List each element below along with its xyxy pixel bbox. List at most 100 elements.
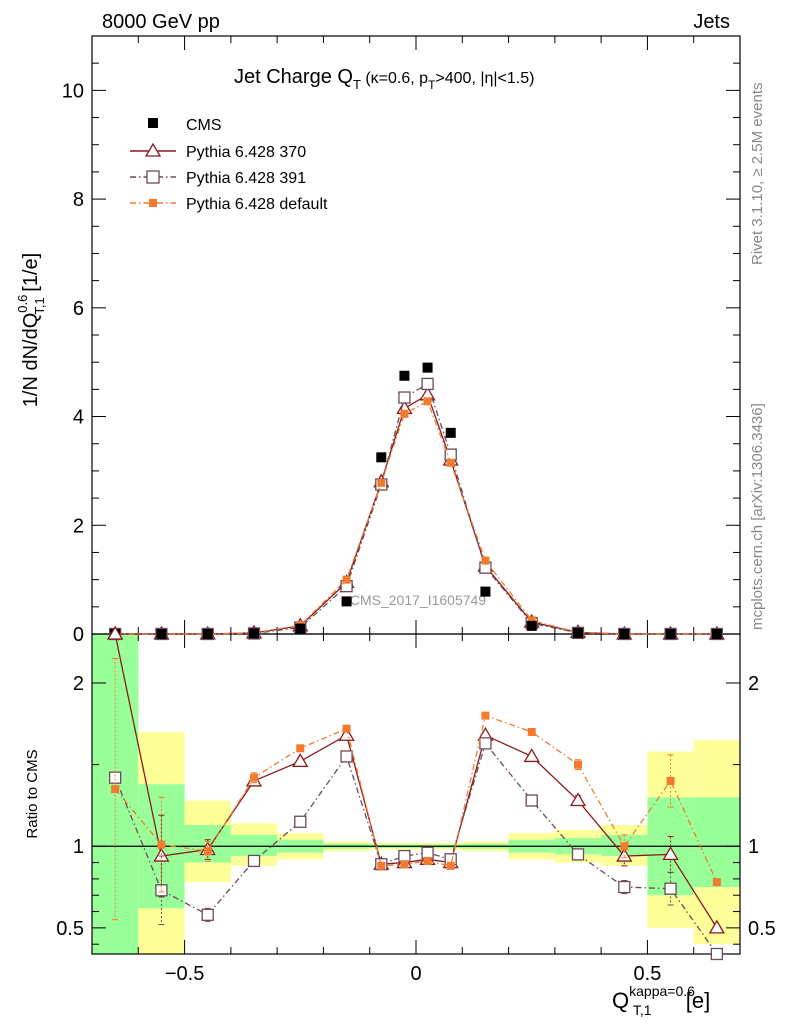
xlabel-b: [e] (680, 988, 711, 1013)
main-series-0-point-5 (341, 596, 352, 607)
main-series-2-point-8 (421, 377, 434, 391)
ratio-plot-series (92, 625, 740, 961)
title-param-sub: T (428, 78, 436, 92)
ratio-series-1-point-14 (664, 882, 677, 895)
main-series-3-point-5 (342, 575, 351, 584)
ratio-series-1-point-8 (421, 846, 434, 859)
ratio-series-1-point-15 (710, 947, 724, 961)
header-process-label: Jets (693, 11, 730, 33)
ratio-series-1-point-4 (294, 815, 307, 828)
ratio-series-2-point-11 (527, 727, 536, 736)
main-series-3-point-8 (423, 397, 432, 406)
main-series-0-point-2 (202, 629, 213, 639)
main-series-0-point-11 (526, 620, 537, 631)
ratio-series-2-point-3 (250, 773, 258, 782)
main-ytick-label-0: 0 (73, 624, 84, 646)
main-series-2-point-7 (398, 391, 411, 404)
main-series-3-point-6 (377, 478, 386, 487)
ratio-xtick-label-0: −0.5 (165, 963, 204, 985)
ratio-series-0-point-5 (338, 726, 355, 741)
main-series-0-point-8 (422, 362, 433, 373)
main-ytick-label-2: 4 (73, 407, 84, 429)
main-ytick-label-4: 8 (73, 189, 84, 211)
xlabel-a: Q (612, 988, 629, 1013)
ratio-series-0-point-11 (523, 748, 540, 763)
main-title: Jet Charge QT (κ=0.6, pT>400, |η|<1.5) (234, 66, 534, 92)
ylabel-sub: T,1 (32, 297, 47, 314)
main-series-3-point-7 (400, 409, 409, 418)
main-series-0-point-13 (619, 629, 630, 639)
main-ylabel: 1/N dN/dQ0.6 T,1 [1/e] (15, 253, 47, 407)
mcplots-reference-label: mcplots.cern.ch [arXiv:1306.3436] (749, 403, 766, 630)
main-series-0-point-12 (573, 627, 583, 638)
band-inner-3 (230, 834, 278, 857)
ratio-xtick-label-2: 0.5 (634, 963, 662, 985)
legend-label-p391: Pythia 6.428 391 (186, 170, 306, 187)
ratio-xtick-label-1: 0 (410, 963, 421, 985)
legend: CMS Pythia 6.428 370 Pythia 6.428 391 Py… (130, 117, 328, 213)
main-series-0-point-1 (156, 629, 167, 639)
ylabel-b: [1/e] (20, 253, 42, 297)
xlabel-sup: kappa=0.6 (629, 983, 695, 999)
ratio-series-1-point-5 (340, 750, 353, 763)
ratio-series-2-point-8 (423, 856, 432, 865)
legend-label-default: Pythia 6.428 default (186, 196, 328, 213)
title-param1: (κ=0.6, p (361, 70, 428, 87)
main-series-0-point-7 (399, 370, 410, 381)
ratio-series-1-point-11 (525, 794, 538, 807)
ratio-series-2-point-15 (712, 878, 721, 887)
ratio-series-2-point-5 (342, 724, 351, 733)
ratio-ytick-label-left-2: 2 (73, 673, 84, 695)
ylabel-sup: 0.6 (15, 295, 30, 313)
ratio-series-line-2 (114, 714, 718, 883)
ratio-series-1-point-0 (108, 771, 122, 784)
ratio-series-2-point-7 (400, 860, 409, 869)
ratio-ytick-label-right-2: 2 (748, 673, 759, 695)
ratio-ytick-label-right-1: 1 (748, 836, 759, 858)
ratio-series-0-point-4 (292, 753, 309, 767)
ratio-series-2-point-4 (296, 744, 305, 753)
ratio-series-line-0 (114, 633, 718, 929)
main-series-line-1 (115, 393, 717, 635)
header-energy-label: 8000 GeV pp (102, 11, 220, 33)
analysis-watermark: CMS_2017_I1605749 (350, 592, 486, 608)
band-inner-12 (693, 797, 740, 888)
legend-label-p370: Pythia 6.428 370 (186, 144, 306, 161)
ratio-ytick-label-left-0: 0.5 (56, 918, 84, 940)
main-ytick-label-1: 2 (73, 515, 84, 537)
ratio-ytick-label-left-1: 1 (73, 836, 84, 858)
ratio-series-2-point-14 (666, 776, 675, 785)
ratio-series-0-point-0 (107, 625, 124, 640)
ratio-ytick-label-right-0: 0.5 (748, 918, 776, 940)
legend-marker-p391 (146, 170, 160, 184)
band-inner-0 (92, 634, 139, 954)
ratio-series-line-1 (114, 742, 718, 955)
main-series-0-point-4 (295, 623, 306, 634)
rivet-version-label: Rivet 3.1.10, ≥ 2.5M events (749, 83, 766, 266)
ratio-series-2-point-9 (446, 861, 455, 870)
ratio-series-2-point-13 (620, 842, 629, 851)
ratio-series-2-point-1 (157, 840, 166, 849)
ratio-series-2-point-6 (377, 861, 386, 870)
ratio-series-1-point-3 (247, 854, 261, 868)
main-plot-series (107, 362, 725, 641)
main-series-0-point-10 (480, 586, 491, 597)
xlabel-sub: T,1 (633, 1002, 652, 1018)
ratio-series-2-point-10 (481, 711, 490, 720)
ratio-series-1-point-2 (201, 908, 214, 921)
ratio-series-1-point-7 (398, 849, 411, 863)
main-series-3-point-11 (527, 616, 536, 625)
ratio-series-2-point-12 (574, 760, 582, 769)
ratio-series-1-point-12 (571, 848, 585, 861)
main-series-0-point-14 (665, 629, 676, 639)
ratio-series-0-point-12 (569, 792, 587, 807)
ylabel-a: 1/N dN/dQ (20, 313, 42, 407)
legend-marker-cms (148, 118, 158, 128)
main-series-0-point-9 (445, 427, 456, 438)
main-series-3-point-10 (481, 556, 490, 565)
legend-marker-default (149, 199, 157, 207)
ratio-series-2-point-2 (203, 847, 212, 856)
title-param2: >400, |η|<1.5) (435, 70, 534, 87)
ratio-series-1-point-13 (618, 880, 631, 894)
